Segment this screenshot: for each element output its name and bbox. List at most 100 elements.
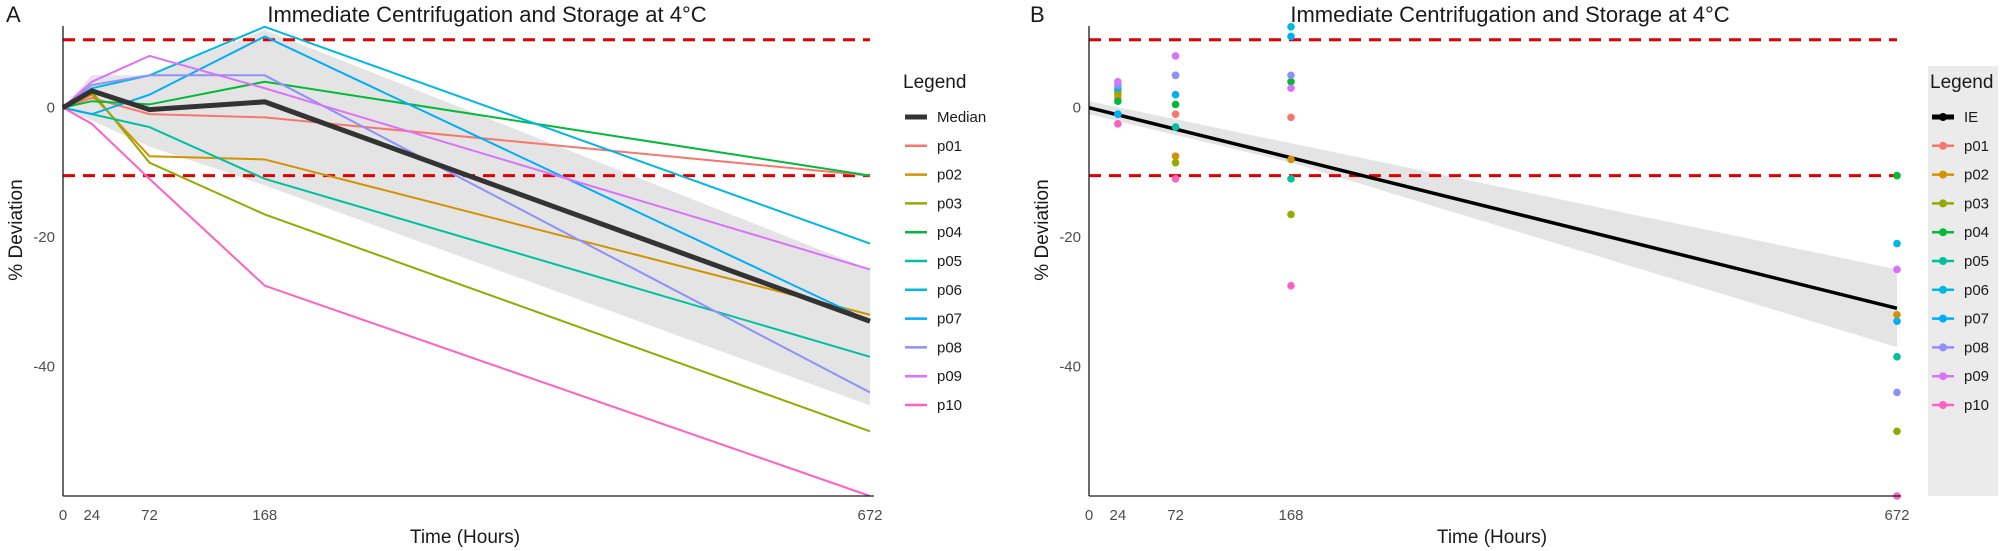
panel-a-line-p10 [62,106,871,497]
panel-b-legend-dot-p10 [1939,401,1947,409]
panel-b-point-p07-24 [1114,110,1122,118]
panel-a-x-tick-label-168: 168 [252,507,277,524]
panel-b-point-p03-168 [1287,210,1295,219]
panel-a-chart: A Immediate Centrifugation and Storage a… [6,2,986,548]
panel-a-x-tick-label-24: 24 [83,507,100,524]
panel-b-legend-dot-p08 [1939,343,1947,352]
panel-b-x-tick-label-672: 672 [1884,507,1909,524]
panel-b-point-p02-672 [1893,310,1901,319]
panel-a-y-tick-label--40: -40 [33,359,55,376]
panel-a-legend-label-p06: p06 [937,282,962,299]
panel-b-legend-label-p09: p09 [1964,368,1989,385]
panel-b-point-p05-72 [1171,123,1180,131]
panel-b-point-p03-72 [1171,158,1180,167]
panel-b-legend-label-p04: p04 [1964,224,1989,241]
panel-a-legend-label-p02: p02 [937,167,962,184]
panel-b-point-p04-24 [1114,97,1122,105]
panel-a-line-p09 [62,54,871,271]
panel-a-x-ticks: 0 24 72 168 672 [59,507,883,524]
panel-b-point-p07-168 [1287,32,1295,41]
panel-b-point-p04-672 [1893,171,1901,180]
panel-a-legend-label-p01: p01 [937,138,962,155]
panel-a-legend-label-p09: p09 [937,368,962,385]
panel-a-legend-label-Median: Median [937,109,986,126]
panel-b-y-axis-title: % Deviation [1032,179,1053,280]
panel-b-legend-label-p03: p03 [1964,195,1989,212]
panel-a-legend: Legend Median p01 p02 p03 p04 p05 p06 p07 p08 p09… [903,72,986,414]
panel-a-line-p01 [62,96,871,177]
panel-b-legend-label-p10: p10 [1964,397,1989,414]
panel-b-point-p02-168 [1287,155,1295,164]
panel-b-axes [1088,26,1901,497]
panel-b-legend-dot-p05 [1939,257,1947,265]
panel-b-point-p05-672 [1893,353,1901,361]
panel-a-legend-label-p04: p04 [937,224,962,241]
panel-a-legend-label-p05: p05 [937,253,962,270]
panel-b-point-p09-672 [1893,265,1901,274]
panel-a-axes [62,26,874,497]
panel-b-fit-line-group [1088,105,1898,311]
panel-a-y-axis-title: % Deviation [6,179,27,280]
panel-a-line-p08 [62,74,871,394]
panel-a-legend-label-p07: p07 [937,311,962,328]
panel-b-point-p09-168 [1287,84,1295,93]
panel-b-fit-line [1088,105,1898,311]
panel-b-point-p08-72 [1171,71,1180,80]
panel-a-title: Immediate Centrifugation and Storage at … [267,2,706,27]
panel-a-x-tick-label-72: 72 [141,507,158,524]
panel-b-x-tick-label-168: 168 [1278,507,1303,524]
panel-b-y-tick-label-0: 0 [1073,100,1081,117]
panel-b-point-p07-72 [1171,90,1180,99]
panel-b-y-tick-label--40: -40 [1059,359,1081,376]
panel-b-legend: Legend IE p01 p02 p03 p04 p05 p06 p07 p08 p09 p10 [1928,66,1998,496]
panel-a-x-axis-title: Time (Hours) [410,527,520,548]
panel-b-point-p08-168 [1287,71,1295,80]
panel-b-legend-dot-p04 [1939,228,1947,237]
panel-b-point-p04-72 [1171,100,1180,109]
panel-a-median-line [61,88,871,324]
panel-a-line-p04 [62,80,871,177]
panel-b-legend-dot-p07 [1939,314,1947,323]
panel-b-x-axis-title: Time (Hours) [1437,527,1547,548]
panel-a-x-tick-label-0: 0 [59,507,67,524]
panel-b-legend-label-IE: IE [1964,109,1978,126]
panel-b-legend-label-p05: p05 [1964,253,1989,270]
panel-b-legend-label-p08: p08 [1964,339,1989,356]
panel-a-line-p07 [62,35,871,323]
panel-b-point-p07-672 [1893,317,1901,326]
panel-b-legend-dot-p01 [1939,141,1947,150]
panel-b-legend-title: Legend [1930,72,1993,93]
panel-b-legend-label-p07: p07 [1964,311,1989,328]
panel-b-reference-lines [1089,38,1897,178]
panel-b-point-p02-72 [1171,152,1180,161]
panel-b-legend-label-p06: p06 [1964,282,1989,299]
panel-b-y-tick-label--20: -20 [1059,229,1081,246]
panel-a-legend-label-p08: p08 [937,339,962,356]
panel-b-point-p09-24 [1114,77,1122,86]
panel-b-chart: B Immediate Centrifugation and Storage a… [1030,2,1998,548]
panel-b-legend-dot-p03 [1939,199,1947,208]
panel-b-legend-dot-IE [1939,113,1947,121]
panel-b-title: Immediate Centrifugation and Storage at … [1290,2,1729,27]
panel-b-point-p04-168 [1287,77,1295,86]
panel-b-point-p01-168 [1287,113,1295,122]
panel-b-point-p06-672 [1893,239,1901,248]
panel-b-point-p05-168 [1287,175,1295,183]
panel-b-x-ticks: 0 24 72 168 672 [1085,507,1910,524]
panel-b-scatter-points [1114,22,1901,500]
panel-b-legend-label-p02: p02 [1964,167,1989,184]
panel-a-legend-label-p03: p03 [937,195,962,212]
panel-b-legend-dot-p02 [1939,170,1947,179]
panel-b-point-p01-72 [1171,110,1180,118]
panel-b-point-p10-168 [1287,281,1295,290]
panel-a-x-tick-label-672: 672 [857,507,882,524]
panel-b-point-p10-24 [1114,120,1122,128]
panel-b-x-tick-label-72: 72 [1167,507,1184,524]
panel-b-point-p06-168 [1287,22,1295,31]
panel-b-point-p09-72 [1171,52,1180,60]
panel-b-legend-dot-p06 [1939,285,1947,294]
panel-a-median-line-group [61,88,871,324]
panel-b-legend-background [1928,66,1998,496]
panel-a-series-lines [62,25,871,497]
